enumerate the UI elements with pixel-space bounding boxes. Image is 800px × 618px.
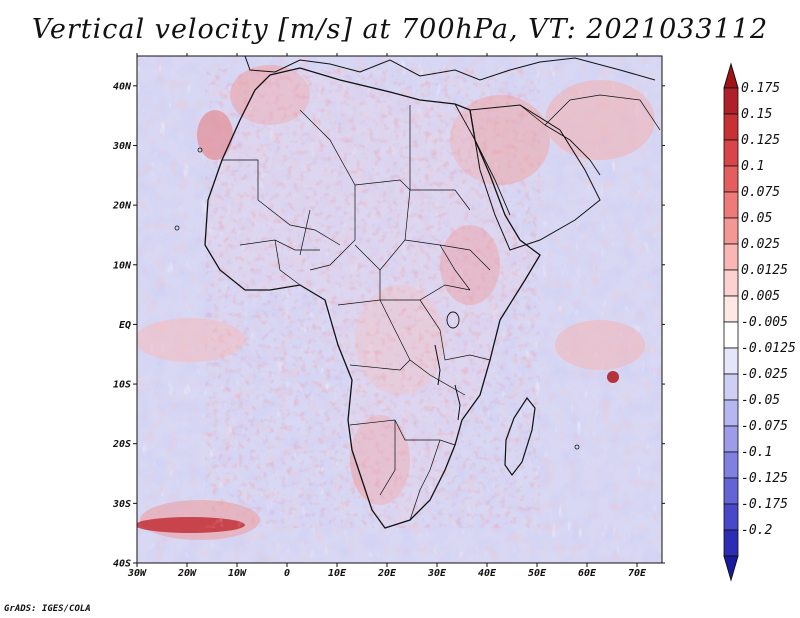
colorbar-swatch bbox=[723, 399, 739, 427]
colorbar-swatch bbox=[723, 217, 739, 245]
colorbar-swatch bbox=[723, 113, 739, 141]
lon-tick-label: 70E bbox=[628, 568, 647, 579]
colorbar-label: 0.05 bbox=[741, 211, 772, 226]
lon-tick-label: 10W bbox=[228, 568, 247, 579]
lat-tick-label: EQ bbox=[119, 320, 131, 331]
colorbar: 0.175 0.15 0.125 0.1 0.075 0.05 0.025 0.0125 0.0… bbox=[723, 62, 796, 582]
colorbar-label: 0.025 bbox=[741, 237, 780, 252]
lat-tick-label: 10S bbox=[113, 380, 131, 391]
canary-islands bbox=[197, 147, 203, 153]
lake-victoria bbox=[446, 311, 460, 329]
colorbar-swatch bbox=[723, 191, 739, 219]
colorbar-label: 0.175 bbox=[741, 81, 780, 96]
colorbar-label: 0.0125 bbox=[741, 263, 788, 278]
persian-gulf bbox=[544, 124, 601, 176]
cape-verde bbox=[174, 225, 180, 231]
lat-tick-label: 30S bbox=[112, 499, 131, 510]
colorbar-swatch bbox=[723, 529, 739, 557]
country-borders bbox=[222, 94, 661, 521]
colorbar-swatch bbox=[723, 295, 739, 323]
storm-band-southwest bbox=[137, 517, 245, 533]
lat-tick-label: 20S bbox=[112, 439, 131, 450]
lon-tick-label: 10E bbox=[328, 568, 347, 579]
lake-tanganyika bbox=[434, 344, 441, 386]
colorbar-label: 0.005 bbox=[741, 289, 780, 304]
red-sea bbox=[454, 103, 511, 216]
colorbar-top-arrow bbox=[723, 62, 739, 89]
colorbar-swatch bbox=[723, 373, 739, 401]
colorbar-label: -0.05 bbox=[741, 393, 780, 408]
colorbar-swatch bbox=[723, 269, 739, 297]
velocity-field bbox=[137, 56, 662, 563]
colorbar-swatch bbox=[723, 503, 739, 531]
cyclone-core bbox=[607, 371, 619, 383]
colorbar-swatch bbox=[723, 321, 739, 349]
colorbar-bottom-arrow bbox=[723, 555, 739, 582]
longitude-axis: 30W 20W 10W 0 10E 20E 30E 40E 50E 60E 70E bbox=[127, 53, 647, 579]
chart-title: Vertical velocity [m/s] at 700hPa, VT: 2… bbox=[31, 14, 769, 45]
colorbar-label: -0.2 bbox=[741, 523, 772, 538]
colorbar-label: 0.125 bbox=[741, 133, 780, 148]
colorbar-swatch bbox=[723, 87, 739, 115]
lat-tick-label: 10N bbox=[113, 260, 132, 271]
lon-tick-label: 20W bbox=[177, 568, 197, 579]
mauritius bbox=[574, 444, 580, 450]
colorbar-label: 0.075 bbox=[741, 185, 780, 200]
colorbar-label: 0.15 bbox=[741, 107, 772, 122]
map-frame bbox=[136, 55, 663, 564]
colorbar-swatch bbox=[723, 139, 739, 167]
lon-tick-label: 60E bbox=[578, 568, 597, 579]
lon-tick-label: 50E bbox=[528, 568, 547, 579]
colorbar-label: -0.0125 bbox=[741, 341, 796, 356]
colorbar-label: -0.125 bbox=[741, 471, 788, 486]
colorbar-swatch bbox=[723, 347, 739, 375]
colorbar-swatch bbox=[723, 165, 739, 193]
colorbar-label: -0.175 bbox=[741, 497, 788, 512]
colorbar-swatch bbox=[723, 451, 739, 479]
colorbar-swatch bbox=[723, 425, 739, 453]
lat-tick-label: 30N bbox=[112, 141, 132, 152]
lon-tick-label: 20E bbox=[377, 568, 397, 579]
colorbar-label: -0.025 bbox=[741, 367, 788, 382]
lat-tick-label: 40N bbox=[113, 81, 132, 92]
madagascar bbox=[504, 396, 536, 477]
arabia-land bbox=[469, 104, 601, 251]
lat-tick-label: 40S bbox=[113, 559, 131, 570]
colorbar-label: -0.005 bbox=[741, 315, 788, 330]
africa-coastline bbox=[204, 67, 541, 529]
lake-malawi bbox=[454, 384, 461, 421]
europe-coastline bbox=[244, 56, 656, 81]
colorbar-label: -0.075 bbox=[741, 419, 788, 434]
grads-credit: GrADS: IGES/COLA bbox=[4, 604, 91, 614]
lon-tick-label: 30W bbox=[127, 568, 147, 579]
lon-tick-label: 40E bbox=[478, 568, 497, 579]
colorbar-label: 0.1 bbox=[741, 159, 764, 174]
colorbar-swatch bbox=[723, 243, 739, 271]
latitude-axis: 40N 30N 20N 10N EQ 10S 20S 30S 40S bbox=[112, 81, 665, 570]
lat-tick-label: 20N bbox=[112, 201, 132, 212]
colorbar-swatch bbox=[723, 477, 739, 505]
colorbar-label: -0.1 bbox=[741, 445, 772, 460]
lon-tick-label: 30E bbox=[427, 568, 447, 579]
lon-tick-label: 0 bbox=[284, 568, 290, 579]
